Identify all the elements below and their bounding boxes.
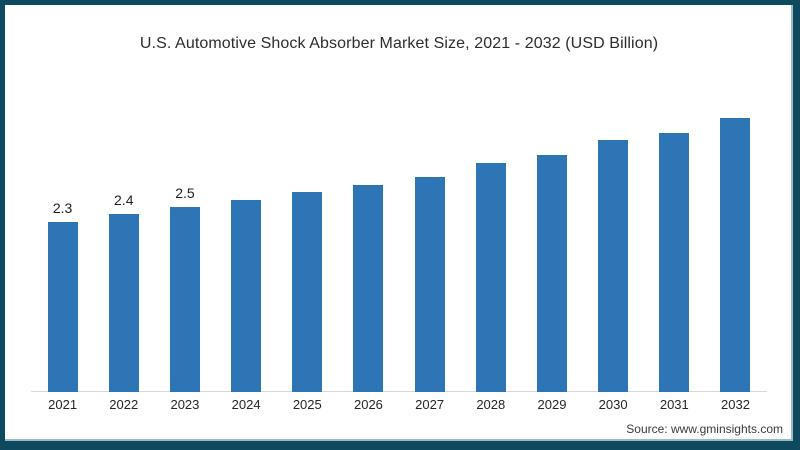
x-tick-label: 2028 [476,397,506,412]
bar-2025 [292,192,323,392]
bar-2026 [353,184,384,392]
bar-column [338,184,399,392]
bar-2027 [414,177,445,392]
x-tick-label: 2029 [537,397,567,412]
bar-column: 2.5 [154,185,215,392]
bar-2032 [720,118,751,392]
bar-2021 [47,221,78,392]
bar-column [583,140,644,392]
x-tick-label: 2027 [415,397,445,412]
source-attribution: Source: www.gminsights.com [626,422,783,436]
bar-column [521,155,582,392]
bar-2031 [659,133,690,392]
bar-2028 [475,162,506,392]
x-tick-label: 2030 [598,397,628,412]
bar-2030 [598,140,629,392]
x-axis-line [31,391,767,392]
bar-column [277,192,338,392]
bar-2023 [169,207,200,392]
bar-2022 [108,214,139,392]
x-tick-label: 2021 [48,397,78,412]
x-tick-label: 2025 [292,397,322,412]
bar-column [216,199,277,392]
bar-value-label: 2.5 [175,185,195,201]
bar-column [460,162,521,392]
bar-value-label: 2.4 [114,192,134,209]
bar-column [399,177,460,392]
x-tick-label: 2023 [170,397,200,412]
bar-column [705,118,766,392]
chart-title: U.S. Automotive Shock Absorber Market Si… [139,35,659,52]
x-tick-label: 2032 [721,397,750,412]
bar-column: 2.4 [93,192,154,392]
x-tick-label: 2022 [109,397,139,412]
x-axis-ticks: 2021 2022 2023 2024 2025 2026 2027 2028 2029 2030… [32,397,766,412]
x-tick-label: 2031 [659,397,689,412]
bar-2029 [536,155,567,392]
bar-column [644,133,705,392]
x-tick-label: 2026 [353,397,383,412]
bars-container: 2.3 2.4 2.5 [32,118,766,392]
bar-column: 2.3 [32,200,93,392]
bar-value-label: 2.3 [52,199,73,216]
x-tick-label: 2024 [231,397,261,412]
bar-2024 [231,199,262,392]
